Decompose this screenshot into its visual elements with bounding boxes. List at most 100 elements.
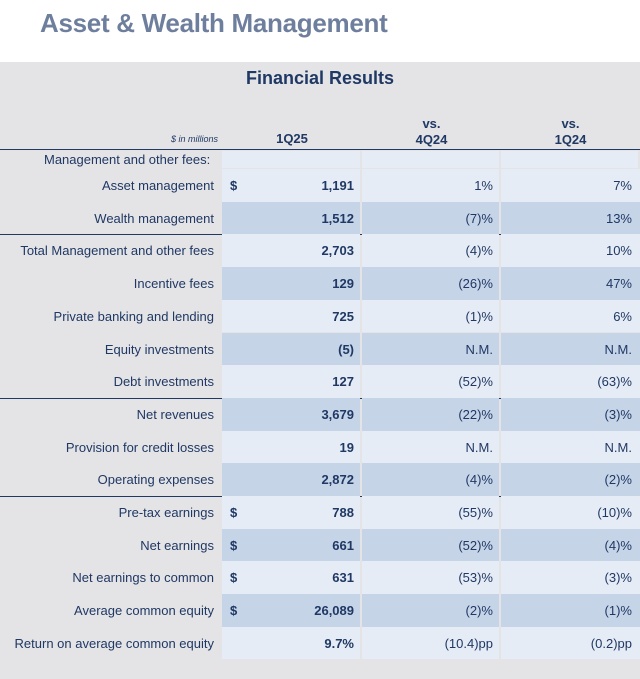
row-cell-bg: [362, 528, 499, 562]
value-1q25: 2,703: [321, 243, 354, 259]
row-cell-bg: [501, 169, 640, 202]
table-row: Incentive fees 129 (26)% 47%: [0, 267, 640, 300]
value-1q25: 725: [332, 308, 354, 324]
row-cell-bg: [501, 528, 640, 562]
row-cell-bg: [222, 594, 360, 627]
value-1q25: 127: [332, 374, 354, 390]
row-cell-bg: [501, 201, 640, 235]
row-label: Net earnings to common: [72, 570, 214, 586]
table-row: Provision for credit losses 19 N.M. N.M.: [0, 431, 640, 464]
value-1q25: 3,679: [321, 406, 354, 422]
currency-symbol: $: [230, 505, 238, 520]
row-cell-bg: [501, 463, 640, 496]
change-vs-1q24: (3)%: [604, 570, 632, 586]
row-cell-bg: [362, 397, 499, 431]
section-row-cell-bg: [362, 151, 499, 168]
change-vs-1q24: (63)%: [597, 374, 632, 390]
row-cell-bg: [362, 365, 499, 398]
row-label: Net earnings: [140, 537, 214, 553]
table-row: Equity investments (5) N.M. N.M.: [0, 333, 640, 366]
row-label: Wealth management: [94, 210, 214, 226]
value-1q25: 1,191: [321, 178, 354, 193]
change-vs-1q24: 13%: [605, 210, 632, 226]
units-note: $ in millions: [170, 134, 218, 144]
change-vs-4q24: (4)%: [465, 472, 493, 488]
row-cell-bg: [362, 201, 499, 235]
change-vs-1q24: N.M.: [604, 439, 632, 455]
change-vs-4q24: N.M.: [465, 341, 493, 357]
change-vs-4q24: N.M.: [465, 439, 493, 455]
table-row: Net earnings to common $631 (53)% (3)%: [0, 561, 640, 594]
row-cell-bg: [222, 561, 360, 595]
table-row: Pre-tax earnings $788 (55)% (10)%: [0, 496, 640, 529]
row-label: Debt investments: [113, 374, 214, 390]
value-1q25: 9.7%: [324, 635, 354, 651]
row-cell-bg: [362, 626, 499, 660]
row-cell-bg: [362, 267, 499, 300]
row-label: Equity investments: [104, 341, 214, 357]
table-row: Wealth management 1,512 (7)% 13%: [0, 202, 640, 235]
change-vs-1q24: (2)%: [604, 472, 632, 488]
change-vs-4q24: (4)%: [465, 243, 493, 259]
row-label: Net revenues: [136, 406, 214, 422]
currency-symbol: $: [230, 570, 238, 586]
row-cell-bg: [222, 626, 360, 660]
row-cell-bg: [501, 234, 640, 268]
row-cell-bg: [501, 594, 640, 627]
col-header-vs-1q24: vs. 1Q24: [501, 116, 640, 148]
row-cell-bg: [222, 496, 360, 529]
row-cell-bg: [222, 201, 360, 235]
row-label: Operating expenses: [97, 472, 214, 488]
change-vs-1q24: (0.2)pp: [590, 635, 632, 651]
row-cell-bg: [222, 365, 360, 398]
row-cell-bg: [222, 267, 360, 300]
row-label: Provision for credit losses: [65, 439, 214, 455]
row-cell-bg: [362, 496, 499, 529]
change-vs-4q24: (22)%: [458, 406, 493, 422]
currency-symbol: $: [230, 603, 238, 619]
table-row: Average common equity $26,089 (2)% (1)%: [0, 594, 640, 627]
row-cell-bg: [222, 234, 360, 268]
table-row: Private banking and lending 725 (1)% 6%: [0, 300, 640, 333]
change-vs-1q24: 10%: [605, 243, 632, 259]
change-vs-4q24: (7)%: [465, 210, 493, 226]
table-row: Net revenues 3,679 (22)% (3)%: [0, 398, 640, 431]
value-1q25: 661: [332, 537, 354, 553]
table-row: Return on average common equity 9.7% (10.4…: [0, 627, 640, 660]
section-row-cell-bg: [222, 151, 360, 168]
col-header-vs-1q24-line2: 1Q24: [554, 132, 587, 147]
change-vs-1q24: (3)%: [604, 406, 632, 422]
value-1q25: 631: [332, 570, 354, 586]
value-1q25: 19: [339, 439, 354, 455]
table-row: Operating expenses 2,872 (4)% (2)%: [0, 463, 640, 496]
row-cell-bg: [362, 332, 499, 366]
value-1q25: 2,872: [321, 472, 354, 488]
change-vs-1q24: N.M.: [604, 341, 632, 357]
row-cell-bg: [501, 267, 640, 300]
value-1q25: (5): [338, 341, 354, 357]
row-cell-bg: [501, 299, 640, 333]
row-label: Return on average common equity: [14, 635, 214, 651]
row-cell-bg: [222, 169, 360, 202]
row-cell-bg: [501, 365, 640, 398]
row-label: Private banking and lending: [53, 308, 214, 324]
table-row: Debt investments 127 (52)% (63)%: [0, 365, 640, 398]
value-1q25: 788: [332, 505, 354, 520]
currency-symbol: $: [230, 178, 238, 193]
col-header-1q25: 1Q25: [276, 131, 308, 146]
header-rule: [0, 149, 640, 150]
change-vs-1q24: (10)%: [597, 505, 632, 520]
change-vs-4q24: (10.4)pp: [444, 635, 493, 651]
change-vs-4q24: (26)%: [458, 276, 493, 292]
row-cell-bg: [362, 594, 499, 627]
row-label: Asset management: [101, 178, 214, 193]
table-title: Financial Results: [245, 68, 395, 88]
row-cell-bg: [222, 397, 360, 431]
change-vs-4q24: (53)%: [458, 570, 493, 586]
value-1q25: 129: [332, 276, 354, 292]
section-label: Management and other fees:: [44, 152, 211, 167]
change-vs-4q24: (1)%: [465, 308, 493, 324]
change-vs-1q24: 47%: [605, 276, 632, 292]
row-cell-bg: [362, 169, 499, 202]
change-vs-4q24: 1%: [474, 178, 493, 193]
